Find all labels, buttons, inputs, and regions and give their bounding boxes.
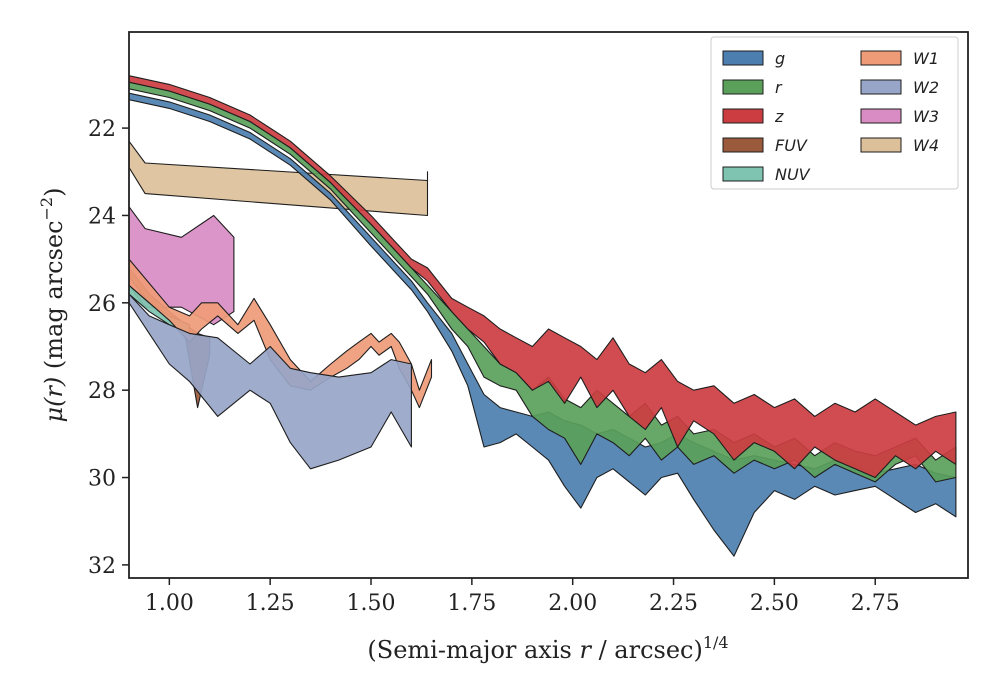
legend-swatch-fuv: [722, 137, 764, 153]
series-layer: [129, 75, 957, 557]
legend-label-w2: W2: [913, 78, 939, 97]
legend-label-fuv: FUV: [775, 136, 808, 155]
y-tick-label: 22: [88, 117, 116, 142]
series-band-w4: [129, 140, 429, 217]
x-axis-label: (Semi-major axis r / arcsec)1/4: [367, 633, 728, 664]
x-tick-label: 1.75: [447, 591, 496, 616]
legend-swatch-w3: [860, 108, 902, 124]
legend-swatch-nuv: [722, 166, 764, 182]
y-tick-label: 30: [88, 467, 116, 492]
legend-label-r: r: [775, 78, 783, 97]
x-tick-label: 2.75: [851, 591, 900, 616]
x-tick-label: 2.00: [548, 591, 597, 616]
legend: grz FUV NUV W1 W2 W3 W4: [710, 36, 959, 190]
x-tick-label: 2.50: [750, 591, 799, 616]
x-tick-label: 1.25: [246, 591, 295, 616]
y-tick-label: 32: [88, 554, 116, 579]
legend-label-z: z: [774, 107, 784, 126]
legend-swatch-g: [722, 50, 764, 66]
series-band-g: [129, 92, 957, 557]
x-tick-label: 1.00: [145, 591, 194, 616]
legend-swatch-r: [722, 79, 764, 95]
y-axis-label: μ(r) (mag arcsec−2): [37, 188, 68, 423]
legend-swatch-w1: [860, 50, 902, 66]
legend-label-nuv: NUV: [775, 165, 811, 184]
legend-label-w3: W3: [913, 107, 939, 126]
y-tick-label: 26: [88, 292, 116, 317]
axis-layer: 1.00 1.25 1.50 1.75 2.00 2.25 2.50 2.75 22 24 26 28…: [88, 117, 900, 616]
legend-label-w1: W1: [913, 49, 939, 68]
legend-swatch-w2: [860, 79, 902, 95]
x-tick-label: 2.25: [649, 591, 698, 616]
plot-frame: [128, 31, 969, 579]
legend-swatch-z: [722, 108, 764, 124]
legend-label-g: g: [775, 49, 785, 68]
legend-swatch-w4: [860, 137, 902, 153]
series-band-w2: [129, 293, 412, 470]
legend-label-w4: W4: [913, 136, 939, 155]
series-band-z: [129, 75, 957, 479]
y-tick-label: 28: [88, 379, 116, 404]
x-tick-label: 1.50: [347, 591, 396, 616]
y-tick-label: 24: [88, 204, 116, 229]
